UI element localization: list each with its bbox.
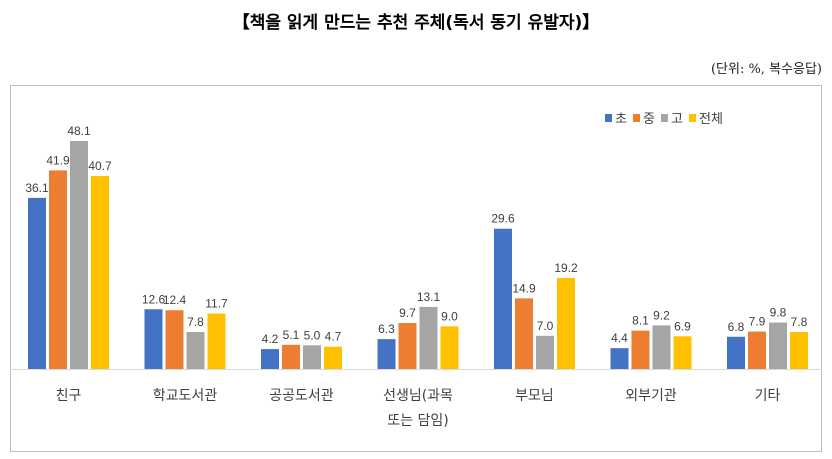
data-label: 48.1 [67,124,91,138]
x-tick-label: 부모님 [515,388,554,404]
bar-0-3 [91,176,109,369]
data-label: 9.7 [399,306,416,320]
x-tick-label: 기타 [755,388,781,404]
data-label: 6.3 [378,322,395,336]
bar-3-3 [440,326,459,369]
bar-0-0 [28,197,46,369]
bar-1-3 [207,313,226,369]
bar-4-2 [536,335,554,369]
data-label: 7.9 [749,315,766,329]
legend-label: 고 [671,112,683,127]
bar-3-2 [419,306,438,369]
bar-0-1 [49,170,67,369]
data-label: 14.9 [512,281,536,295]
legend-label: 전체 [699,112,723,127]
bar-5-1 [631,330,650,369]
legend-swatch [633,114,640,122]
bar-3-1 [398,323,417,369]
legend-swatch [689,114,696,122]
data-label: 8.1 [632,314,649,328]
x-tick-label: 학교도서관 [153,388,218,404]
data-label: 12.4 [163,293,187,307]
data-label: 7.0 [537,319,554,333]
legend-swatch [605,114,612,122]
bar-1-1 [165,310,184,369]
x-tick-label: 친구 [56,388,82,404]
bar-1-0 [144,309,163,369]
data-label: 12.6 [142,292,166,306]
legend-label: 초 [615,112,627,127]
data-label: 9.2 [653,308,670,322]
bar-3-0 [377,339,396,369]
bar-0-2 [70,141,88,369]
bar-6-1 [748,331,766,369]
data-label: 6.9 [674,319,691,333]
chart-title: 【책을 읽게 만드는 추천 주체(독서 동기 유발자)】 [232,13,600,33]
data-label: 9.8 [770,306,787,320]
unit-note: (단위: %, 복수응답) [710,62,822,77]
bar-4-3 [557,277,575,369]
bar-6-0 [727,336,745,369]
data-label: 4.2 [262,332,279,346]
bar-5-2 [652,325,671,369]
legend-label: 중 [643,112,655,127]
bar-2-1 [282,344,300,369]
data-label: 7.8 [791,315,808,329]
data-label: 7.8 [187,315,204,329]
data-label: 4.4 [611,331,628,345]
data-label: 11.7 [205,297,228,311]
x-tick-label: 공공도서관 [269,388,334,404]
bar-6-2 [769,322,787,369]
bar-2-2 [303,345,321,369]
data-label: 5.1 [283,328,300,342]
x-tick-label: 선생님(과목 [383,388,453,404]
bar-4-1 [515,298,533,369]
data-label: 6.8 [728,320,745,334]
data-label: 19.2 [554,261,578,275]
plot-frame [10,85,822,452]
data-label: 13.1 [417,290,441,304]
bar-2-0 [261,349,279,369]
x-tick-label: 또는 담임) [387,413,448,429]
bar-4-0 [494,228,512,369]
data-label: 36.1 [25,181,49,195]
bar-5-3 [673,336,692,369]
data-label: 4.7 [325,330,342,344]
data-label: 5.0 [304,328,321,342]
bar-2-3 [324,346,342,369]
data-label: 9.0 [441,309,458,323]
data-label: 29.6 [491,212,515,226]
data-label: 40.7 [88,159,112,173]
bar-5-0 [610,348,629,369]
legend-swatch [661,114,668,122]
x-tick-label: 외부기관 [625,388,677,404]
bar-1-2 [186,332,205,369]
bar-6-3 [790,332,808,369]
data-label: 41.9 [46,153,70,167]
